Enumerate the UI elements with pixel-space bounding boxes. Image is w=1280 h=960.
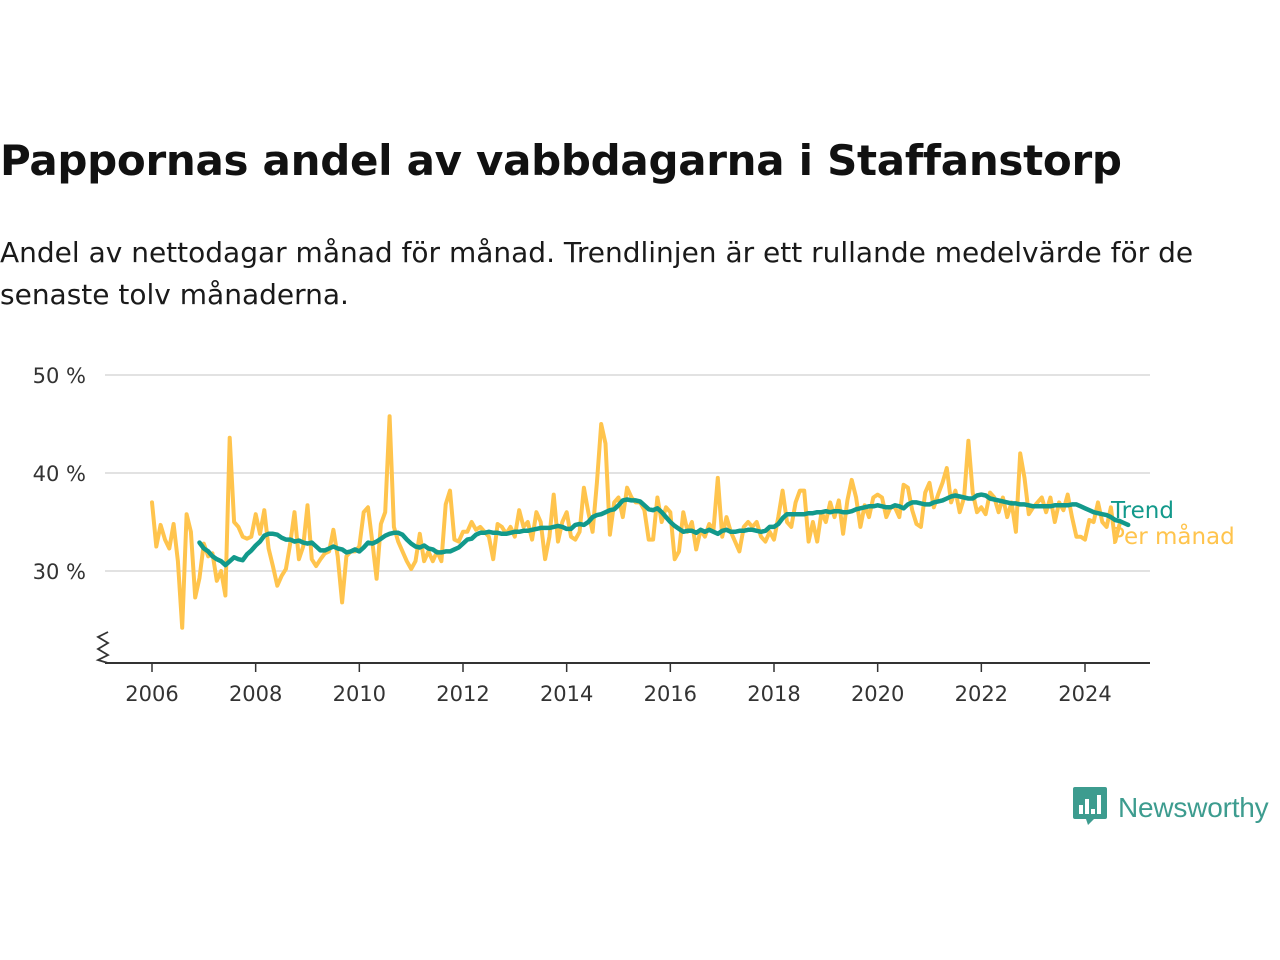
- newsworthy-chart-bubble-icon: [1072, 785, 1108, 831]
- legend-monthly-label: Per månad: [1111, 522, 1235, 550]
- labels: 30 % 40 % 50 % 2006 2008 2010 2012 2014 2016 2018…: [33, 364, 1235, 706]
- brand-logo: Newsworthy: [1072, 785, 1269, 831]
- x-tick-label: 2008: [229, 682, 282, 706]
- x-tick-label: 2010: [333, 682, 386, 706]
- x-tick-label: 2022: [955, 682, 1008, 706]
- y-tick-label: 40 %: [33, 462, 86, 486]
- axes: [95, 631, 1150, 672]
- x-tick-label: 2006: [125, 682, 178, 706]
- y-tick-label: 50 %: [33, 364, 86, 388]
- brand-name: Newsworthy: [1118, 792, 1269, 823]
- legend-trend-label: Trend: [1110, 498, 1174, 524]
- chart-subtitle: Andel av nettodagar månad för månad. Tre…: [0, 236, 1194, 311]
- chart-title: Pappornas andel av vabbdagarna i Staffan…: [0, 136, 1122, 185]
- trend-series-line: [197, 492, 1131, 568]
- monthly-series-line: [150, 414, 1122, 630]
- x-tick-label: 2018: [747, 682, 800, 706]
- x-tick-label: 2016: [644, 682, 697, 706]
- x-tick-label: 2020: [851, 682, 904, 706]
- axis-break-icon: [95, 631, 110, 664]
- x-tick-label: 2014: [540, 682, 593, 706]
- y-tick-label: 30 %: [33, 560, 86, 584]
- gridlines: [105, 374, 1150, 572]
- series-lines: [150, 414, 1131, 630]
- x-tick-label: 2024: [1058, 682, 1111, 706]
- x-tick-label: 2012: [436, 682, 489, 706]
